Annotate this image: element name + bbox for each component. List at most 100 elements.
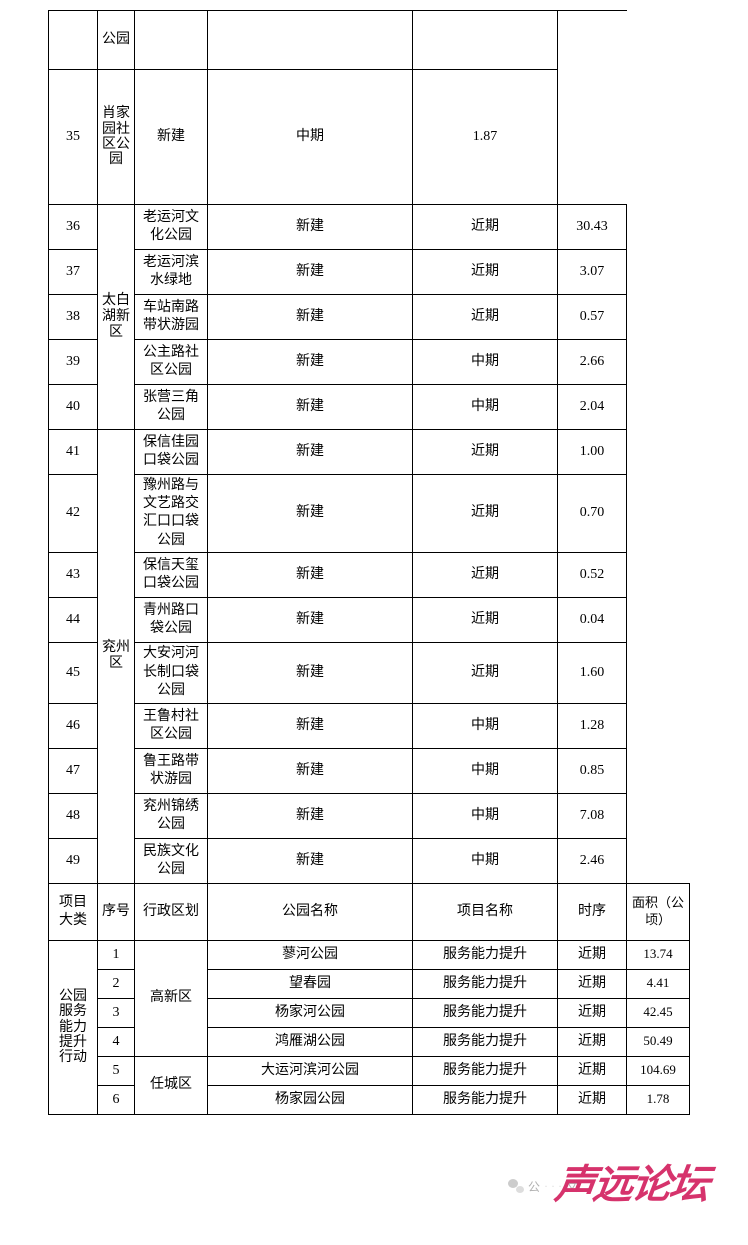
cell-name: 豫州路与文艺路交汇口口袋公园 — [135, 475, 208, 553]
cell-seq: 36 — [49, 205, 98, 250]
cell-area: 30.43 — [558, 205, 627, 250]
cell-area: 7.08 — [558, 793, 627, 838]
cell-proj: 服务能力提升 — [413, 969, 558, 998]
cell-proj: 1.87 — [413, 70, 558, 205]
footer: 公 · · · 文 声远论坛 — [0, 1145, 748, 1205]
cell-seq: 4 — [98, 1027, 135, 1056]
cell-proj: 新建 — [208, 748, 413, 793]
cell-name: 兖州锦绣公园 — [135, 793, 208, 838]
cell-proj: 新建 — [208, 642, 413, 703]
cell-area: 0.52 — [558, 552, 627, 597]
cell-seq: 40 — [49, 385, 98, 430]
cell-proj: 新建 — [208, 205, 413, 250]
table-row: 公园 — [49, 11, 690, 70]
cell-area: 3.07 — [558, 250, 627, 295]
cell-proj: 新建 — [208, 597, 413, 642]
cell-time: 近期 — [413, 597, 558, 642]
cell-time: 近期 — [413, 205, 558, 250]
cell-dist — [135, 11, 208, 70]
table-row: 41 兖州区 保信佳园口袋公园 新建 近期 1.00 — [49, 430, 690, 475]
header-pname: 公园名称 — [208, 883, 413, 940]
cell-area: 42.45 — [627, 998, 690, 1027]
cell-pname: 鸿雁湖公园 — [208, 1027, 413, 1056]
cell-park: 公园 — [98, 11, 135, 70]
cell-time: 近期 — [558, 940, 627, 969]
cell-seq: 43 — [49, 552, 98, 597]
wechat-text-prefix: 公 — [528, 1178, 540, 1195]
table-header: 项目大类 序号 行政区划 公园名称 项目名称 时序 面积（公顷） — [49, 883, 690, 940]
cell-seq: 42 — [49, 475, 98, 553]
cell-time: 中期 — [413, 793, 558, 838]
cell-proj: 服务能力提升 — [413, 1056, 558, 1085]
cell-proj: 服务能力提升 — [413, 998, 558, 1027]
cell-empty — [558, 11, 627, 205]
cell-area: 0.70 — [558, 475, 627, 553]
cell-proj: 服务能力提升 — [413, 1027, 558, 1056]
cell-pname: 蓼河公园 — [208, 940, 413, 969]
table-row: 49 民族文化公园 新建 中期 2.46 — [49, 838, 690, 883]
site-logo: 声远论坛 — [552, 1152, 712, 1210]
table-row: 36 太白湖新区 老运河文化公园 新建 近期 30.43 — [49, 205, 690, 250]
cell-area: 1.00 — [558, 430, 627, 475]
cell-time: 近期 — [413, 430, 558, 475]
cell-time: 近期 — [558, 1085, 627, 1114]
cell-proj: 服务能力提升 — [413, 940, 558, 969]
cell-name: 王鲁村社区公园 — [135, 703, 208, 748]
cell-time: 近期 — [413, 642, 558, 703]
table-row: 37 老运河滨水绿地 新建 近期 3.07 — [49, 250, 690, 295]
cell-category: 公园服务能力提升行动 — [49, 940, 98, 1114]
cell-pname: 杨家园公园 — [208, 1085, 413, 1114]
table-row: 45 大安河河长制口袋公园 新建 近期 1.60 — [49, 642, 690, 703]
cell-proj: 新建 — [208, 475, 413, 553]
cell-time: 中期 — [413, 703, 558, 748]
cell-name: 老运河文化公园 — [135, 205, 208, 250]
cell-empty — [627, 11, 690, 205]
cell-proj: 新建 — [208, 340, 413, 385]
cell-seq: 38 — [49, 295, 98, 340]
cell-seq: 46 — [49, 703, 98, 748]
cell-time: 近期 — [413, 475, 558, 553]
table-row: 40 张营三角公园 新建 中期 2.04 — [49, 385, 690, 430]
cell-seq: 2 — [98, 969, 135, 998]
cell-time: 近期 — [558, 969, 627, 998]
cell-time: 近期 — [413, 295, 558, 340]
cell-pname: 望春园 — [208, 969, 413, 998]
cell-dist: 高新区 — [135, 940, 208, 1056]
cell-area: 4.41 — [627, 969, 690, 998]
cell-area: 0.85 — [558, 748, 627, 793]
table-row: 46 王鲁村社区公园 新建 中期 1.28 — [49, 703, 690, 748]
table-row: 42 豫州路与文艺路交汇口口袋公园 新建 近期 0.70 — [49, 475, 690, 553]
table-row: 公园服务能力提升行动 1 高新区 蓼河公园 服务能力提升 近期 13.74 — [49, 940, 690, 969]
cell-seq: 47 — [49, 748, 98, 793]
cell-seq: 41 — [49, 430, 98, 475]
cell-district: 太白湖新区 — [98, 205, 135, 430]
cell-name: 车站南路带状游园 — [135, 295, 208, 340]
cell-area: 1.78 — [627, 1085, 690, 1114]
cell-name: 公主路社区公园 — [135, 340, 208, 385]
cell-name: 保信天玺口袋公园 — [135, 552, 208, 597]
cell-pname: 大运河滨河公园 — [208, 1056, 413, 1085]
cell-area: 0.04 — [558, 597, 627, 642]
header-time: 时序 — [558, 883, 627, 940]
header-dist: 行政区划 — [135, 883, 208, 940]
cell-area: 1.60 — [558, 642, 627, 703]
cell-seq: 45 — [49, 642, 98, 703]
cell-area: 0.57 — [558, 295, 627, 340]
cell-time: 中期 — [413, 838, 558, 883]
header-seq: 序号 — [98, 883, 135, 940]
cell-seq: 49 — [49, 838, 98, 883]
cell-area: 2.46 — [558, 838, 627, 883]
cell-proj: 新建 — [208, 250, 413, 295]
table-row: 48 兖州锦绣公园 新建 中期 7.08 — [49, 793, 690, 838]
cell-seq: 37 — [49, 250, 98, 295]
cell-area: 2.04 — [558, 385, 627, 430]
cell-proj: 服务能力提升 — [413, 1085, 558, 1114]
table-row: 47 鲁王路带状游园 新建 中期 0.85 — [49, 748, 690, 793]
cell-proj: 新建 — [208, 703, 413, 748]
cell-area: 13.74 — [627, 940, 690, 969]
cell-name: 青州路口袋公园 — [135, 597, 208, 642]
cell-proj: 新建 — [208, 552, 413, 597]
table-row: 43 保信天玺口袋公园 新建 近期 0.52 — [49, 552, 690, 597]
cell-proj: 新建 — [208, 430, 413, 475]
cell-time: 近期 — [413, 250, 558, 295]
